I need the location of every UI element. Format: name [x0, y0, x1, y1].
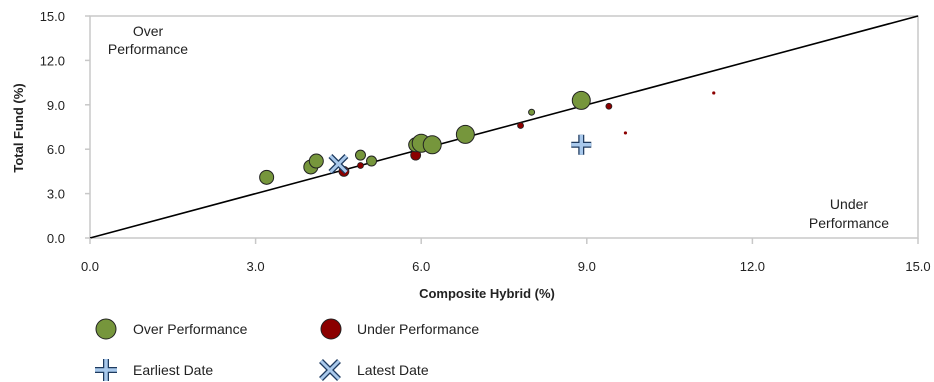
over-performance-point [354, 149, 366, 161]
x-tick-label: 6.0 [412, 259, 430, 274]
x-tick-label: 15.0 [905, 259, 930, 274]
over-performance-point [455, 124, 475, 144]
legend-under-performance-label: Under Performance [357, 321, 479, 337]
y-tick-label: 9.0 [47, 98, 65, 113]
under-performance-point [605, 102, 613, 110]
x-tick-label: 9.0 [578, 259, 596, 274]
legend-over-performance-label: Over Performance [133, 321, 248, 337]
y-tick-label: 3.0 [47, 187, 65, 202]
y-axis-title: Total Fund (%) [11, 83, 26, 172]
y-tick-label: 15.0 [40, 9, 65, 24]
legend-x-shape [319, 359, 341, 381]
under-performance-point [623, 131, 628, 135]
marker-fill [319, 359, 341, 381]
under-performance-label-line2: Performance [809, 215, 889, 231]
x-tick-label: 3.0 [247, 259, 265, 274]
legend-latest-date-label: Latest Date [357, 362, 429, 378]
legend-plus-shape [95, 359, 117, 381]
legend-earliest-date-marker [95, 359, 117, 381]
x-tick-label: 12.0 [740, 259, 765, 274]
latest-date-marker [328, 154, 349, 174]
x-tick-label: 0.0 [81, 259, 99, 274]
over-performance-label-line2: Performance [108, 41, 188, 57]
under-performance-point [357, 162, 364, 169]
marker-fill [329, 154, 348, 174]
reference-line [89, 15, 919, 239]
over-performance-point [259, 169, 275, 185]
legend-latest-date-marker [319, 359, 341, 381]
over-performance-point [422, 135, 442, 155]
over-performance-point [366, 155, 378, 167]
x-axis-title: Composite Hybrid (%) [419, 286, 555, 301]
y-tick-label: 12.0 [40, 53, 65, 68]
y-tick-label: 6.0 [47, 142, 65, 157]
plot-frame [89, 15, 919, 239]
under-performance-point [712, 91, 716, 95]
legend-over-performance-marker [95, 318, 117, 340]
earliest-date-marker [571, 134, 592, 155]
y-tick-label: 0.0 [47, 231, 65, 246]
over-performance-point [308, 153, 324, 169]
legend-earliest-date-label: Earliest Date [133, 362, 213, 378]
legend: Over Performance Under Performance Earli… [95, 318, 479, 381]
over-performance-point [528, 108, 536, 116]
over-performance-label-line1: Over [133, 23, 164, 39]
over-performance-point [571, 90, 591, 110]
under-performance-point [517, 122, 524, 129]
under-performance-label-line1: Under [830, 196, 868, 212]
legend-under-performance-marker [320, 318, 342, 340]
